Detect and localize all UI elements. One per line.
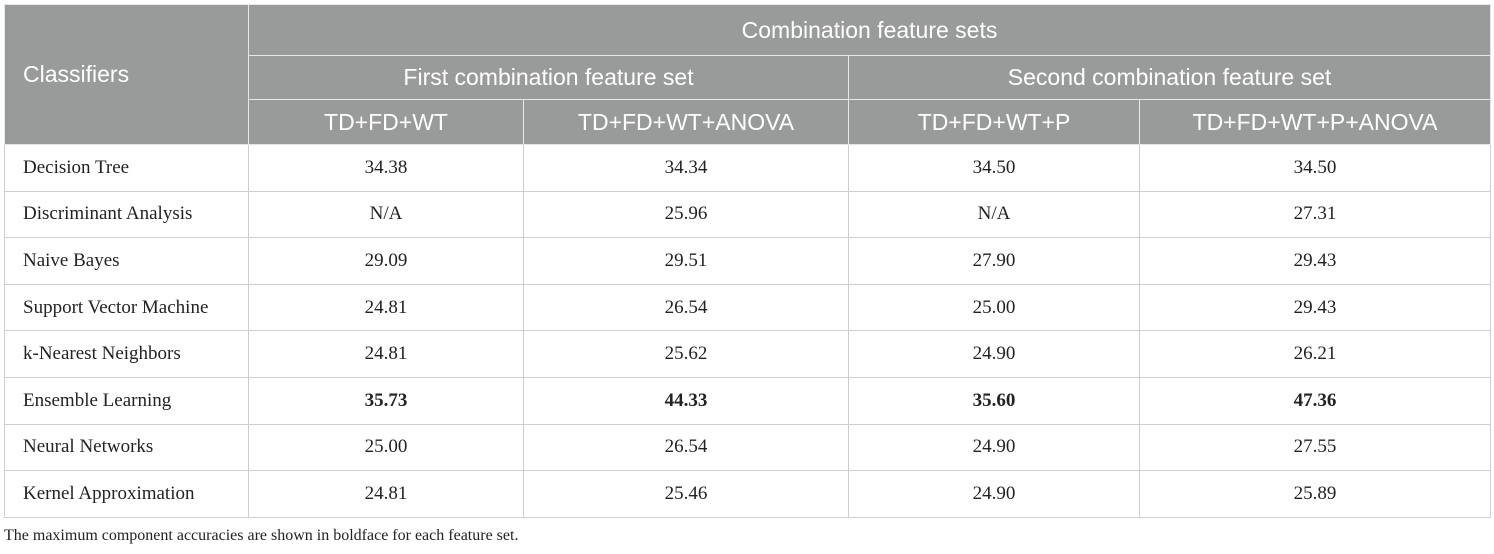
cell: 24.81	[248, 330, 524, 378]
row-name: Support Vector Machine	[4, 283, 249, 332]
header-first-set: First combination feature set	[248, 55, 849, 100]
table-row: Support Vector Machine 24.81 26.54 25.00…	[4, 283, 1492, 332]
row-name: Decision Tree	[4, 144, 249, 192]
row-name: Discriminant Analysis	[4, 190, 249, 239]
table-row: k-Nearest Neighbors 24.81 25.62 24.90 26…	[4, 330, 1492, 378]
cell: N/A	[848, 190, 1140, 239]
cell: 27.90	[848, 237, 1140, 285]
cell: 34.34	[523, 144, 849, 192]
row-name: k-Nearest Neighbors	[4, 330, 249, 378]
cell: 34.38	[248, 144, 524, 192]
cell: 34.50	[1138, 144, 1492, 192]
table-header: Classifiers Combination feature sets Fir…	[4, 4, 1492, 145]
cell-max: 44.33	[523, 376, 849, 425]
cell-max: 47.36	[1138, 376, 1492, 425]
cell: 27.55	[1138, 423, 1492, 472]
cell: 24.81	[248, 283, 524, 332]
header-second-set: Second combination feature set	[847, 55, 1492, 100]
cell: 29.43	[1138, 237, 1492, 285]
table-footnote: The maximum component accuracies are sho…	[4, 526, 519, 544]
table-row: Neural Networks 25.00 26.54 24.90 27.55	[4, 423, 1492, 472]
cell: 24.90	[848, 470, 1140, 518]
row-name: Kernel Approximation	[4, 470, 249, 518]
table-row: Discriminant Analysis N/A 25.96 N/A 27.3…	[4, 190, 1492, 239]
cell: 29.51	[523, 237, 849, 285]
header-col-1: TD+FD+WT	[248, 99, 524, 145]
cell: 26.54	[523, 283, 849, 332]
table-row: Ensemble Learning 35.73 44.33 35.60 47.3…	[4, 376, 1492, 425]
table-row: Naive Bayes 29.09 29.51 27.90 29.43	[4, 237, 1492, 285]
cell: 24.90	[848, 423, 1140, 472]
results-table: Classifiers Combination feature sets Fir…	[4, 4, 1492, 518]
table-row: Kernel Approximation 24.81 25.46 24.90 2…	[4, 470, 1492, 518]
cell: 25.00	[248, 423, 524, 472]
cell: 29.43	[1138, 283, 1492, 332]
header-classifiers: Classifiers	[4, 4, 249, 145]
table-container: Classifiers Combination feature sets Fir…	[4, 4, 1492, 545]
cell: 24.90	[848, 330, 1140, 378]
table-row: Decision Tree 34.38 34.34 34.50 34.50	[4, 144, 1492, 192]
header-col-2: TD+FD+WT+ANOVA	[523, 99, 849, 145]
cell: 26.54	[523, 423, 849, 472]
cell: 24.81	[248, 470, 524, 518]
row-name: Naive Bayes	[4, 237, 249, 285]
table-body: Decision Tree 34.38 34.34 34.50 34.50 Di…	[4, 144, 1492, 518]
cell: N/A	[248, 190, 524, 239]
cell-max: 35.60	[848, 376, 1140, 425]
cell: 25.96	[523, 190, 849, 239]
row-name: Ensemble Learning	[4, 376, 249, 425]
header-combination-feature-sets: Combination feature sets	[247, 4, 1492, 56]
header-col-4: TD+FD+WT+P+ANOVA	[1138, 99, 1492, 145]
cell: 34.50	[848, 144, 1140, 192]
cell: 29.09	[248, 237, 524, 285]
row-name: Neural Networks	[4, 423, 249, 472]
cell: 27.31	[1138, 190, 1492, 239]
cell: 26.21	[1138, 330, 1492, 378]
cell: 25.00	[848, 283, 1140, 332]
cell-max: 35.73	[248, 376, 524, 425]
header-col-3: TD+FD+WT+P	[848, 99, 1140, 145]
cell: 25.89	[1138, 470, 1492, 518]
cell: 25.46	[523, 470, 849, 518]
cell: 25.62	[523, 330, 849, 378]
